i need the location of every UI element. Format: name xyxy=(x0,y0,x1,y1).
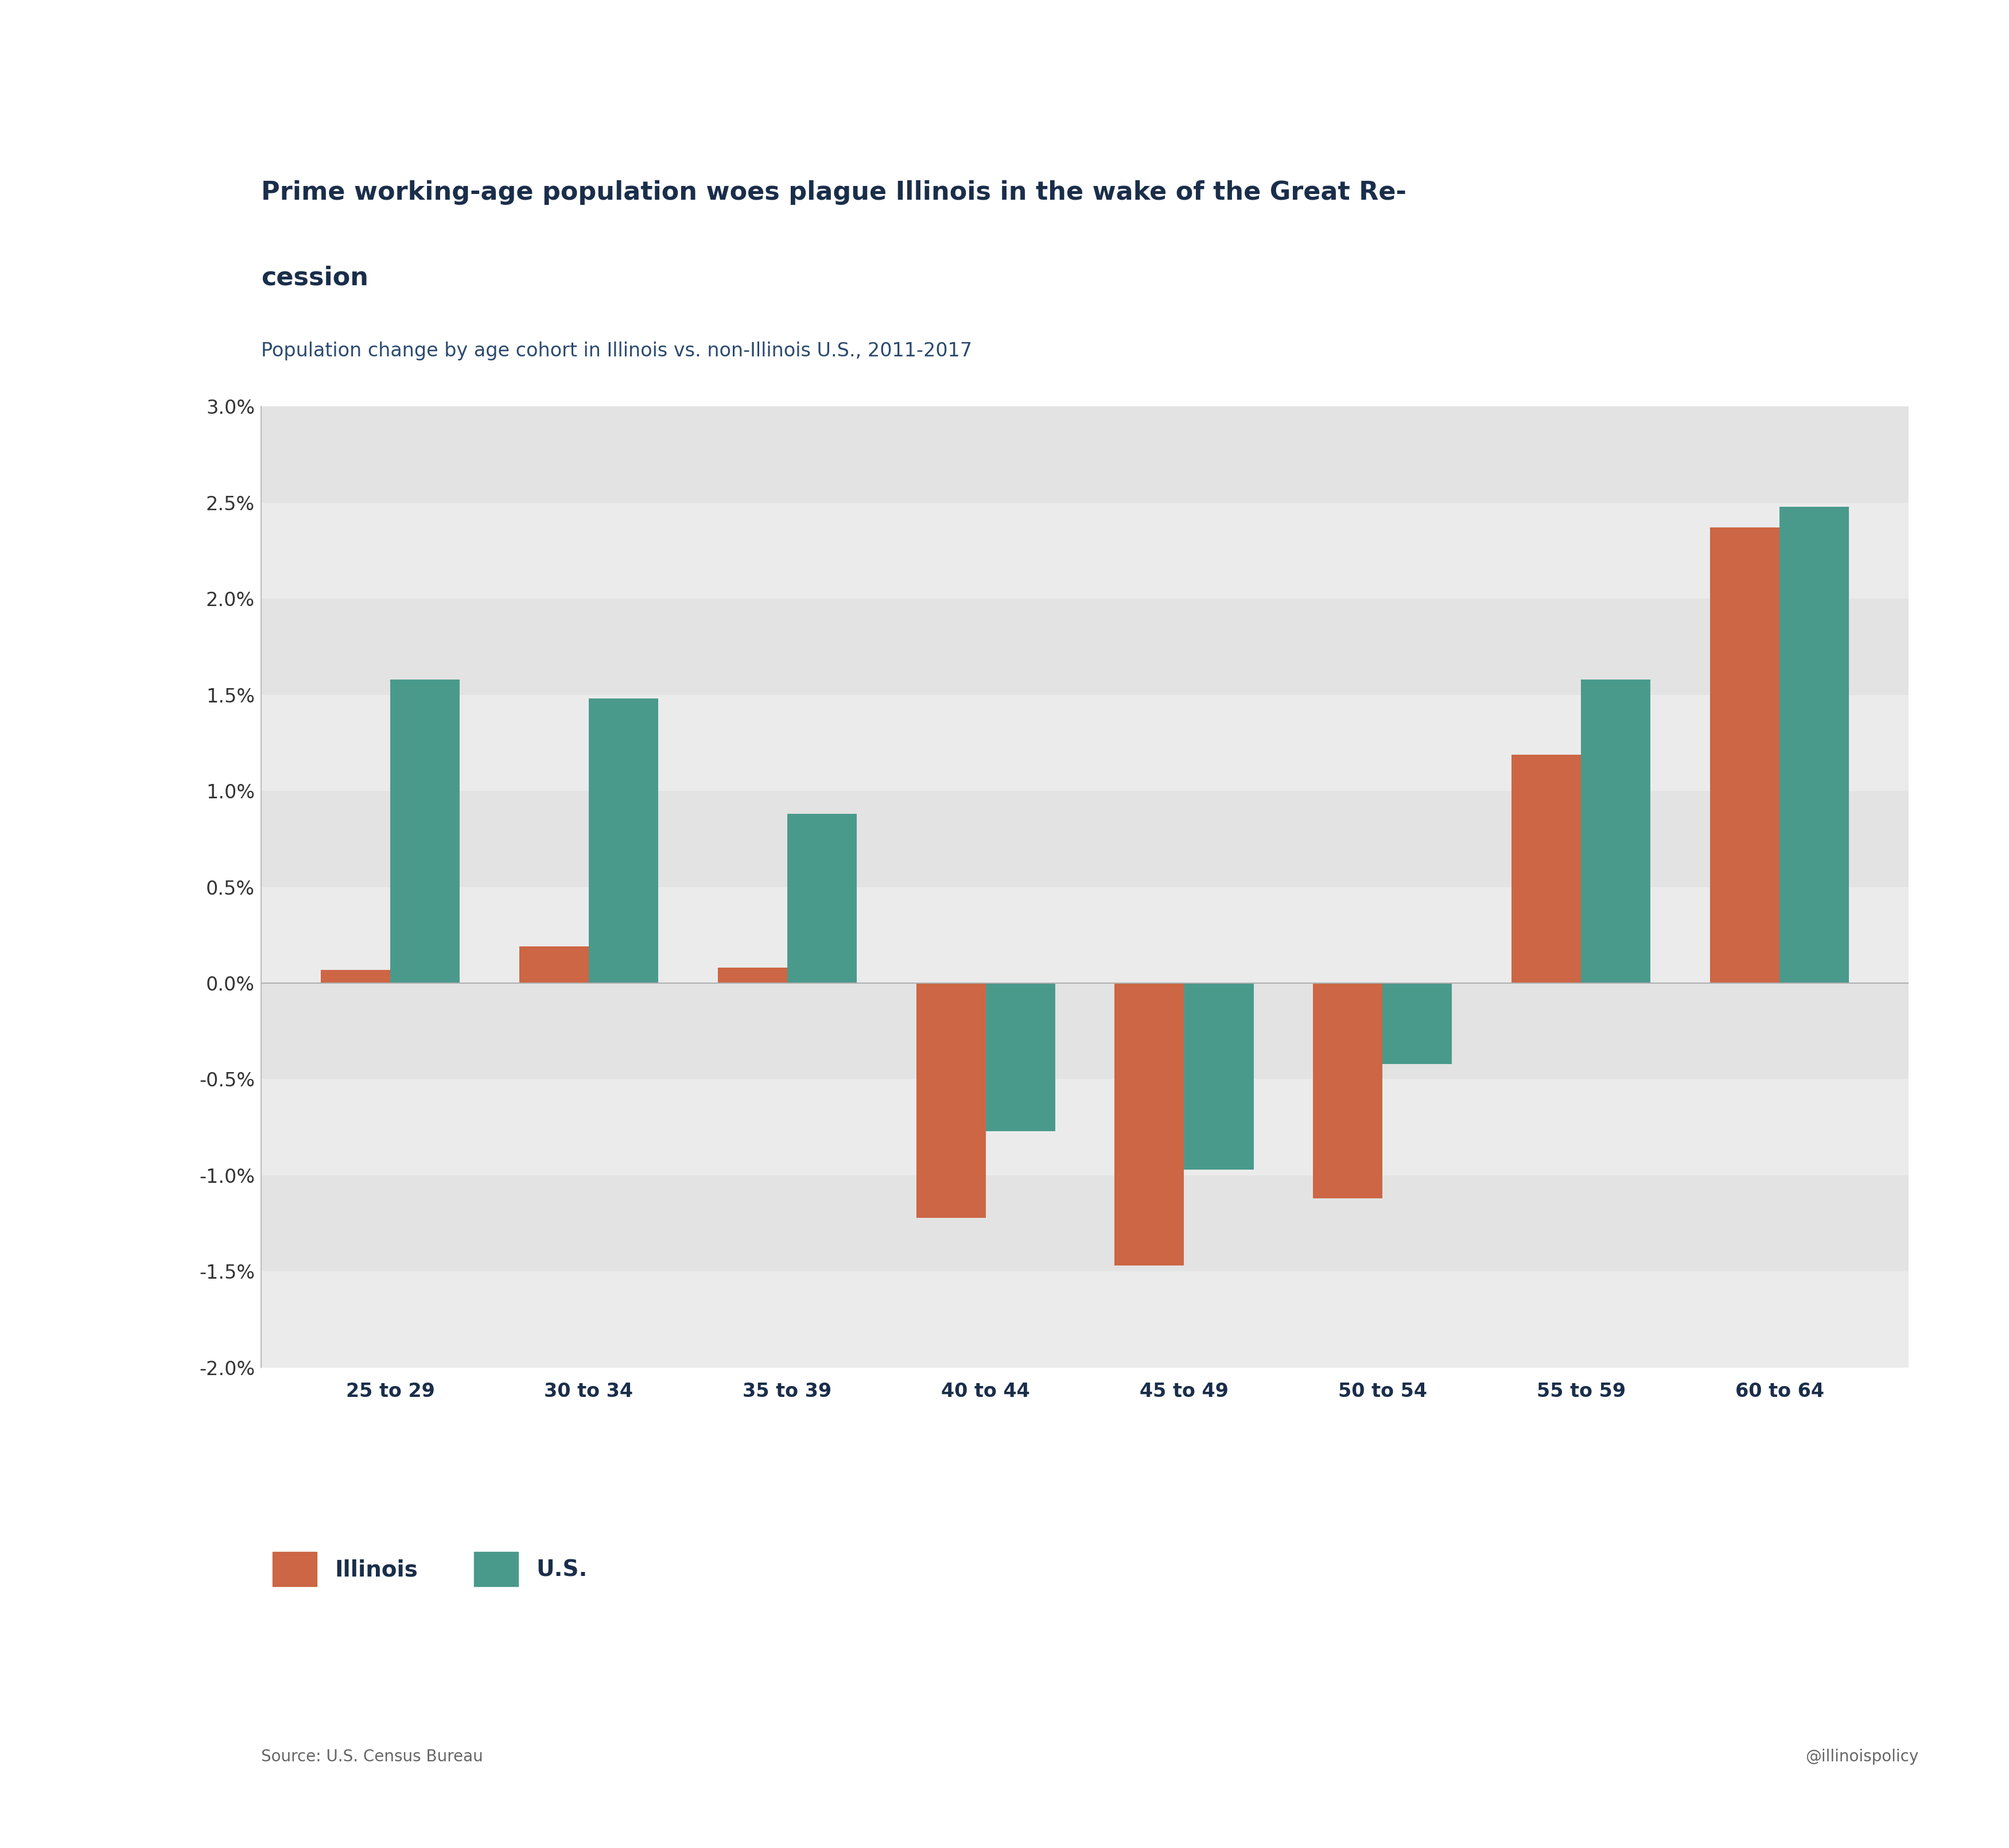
Bar xyxy=(1581,680,1651,983)
Bar xyxy=(1780,506,1848,983)
Bar xyxy=(261,983,1909,1079)
Bar xyxy=(518,946,589,983)
Bar xyxy=(261,599,1909,695)
Bar xyxy=(1115,983,1183,1266)
Bar xyxy=(589,699,659,983)
Bar xyxy=(321,970,390,983)
Text: @illinoispolicy: @illinoispolicy xyxy=(1806,1748,1919,1765)
Bar xyxy=(1183,983,1254,1170)
Bar xyxy=(261,791,1909,887)
Bar xyxy=(717,968,788,983)
Bar xyxy=(916,983,986,1218)
Text: Population change by age cohort in Illinois vs. non-Illinois U.S., 2011-2017: Population change by age cohort in Illin… xyxy=(261,342,972,360)
Bar xyxy=(788,813,856,983)
Bar xyxy=(261,1175,1909,1271)
Bar xyxy=(390,680,460,983)
Bar xyxy=(261,503,1909,599)
Bar xyxy=(1382,983,1453,1064)
Bar xyxy=(261,1079,1909,1175)
Bar xyxy=(1314,983,1382,1198)
Text: Prime working-age population woes plague Illinois in the wake of the Great Re-: Prime working-age population woes plague… xyxy=(261,181,1406,205)
Bar xyxy=(261,695,1909,791)
Bar xyxy=(1710,529,1780,983)
Bar xyxy=(1511,754,1581,983)
Bar xyxy=(261,887,1909,983)
Text: cession: cession xyxy=(261,266,368,290)
Bar xyxy=(261,1271,1909,1368)
Legend: Illinois, U.S.: Illinois, U.S. xyxy=(273,1552,587,1586)
Bar xyxy=(986,983,1055,1131)
Text: Source: U.S. Census Bureau: Source: U.S. Census Bureau xyxy=(261,1748,482,1765)
Bar xyxy=(261,407,1909,503)
